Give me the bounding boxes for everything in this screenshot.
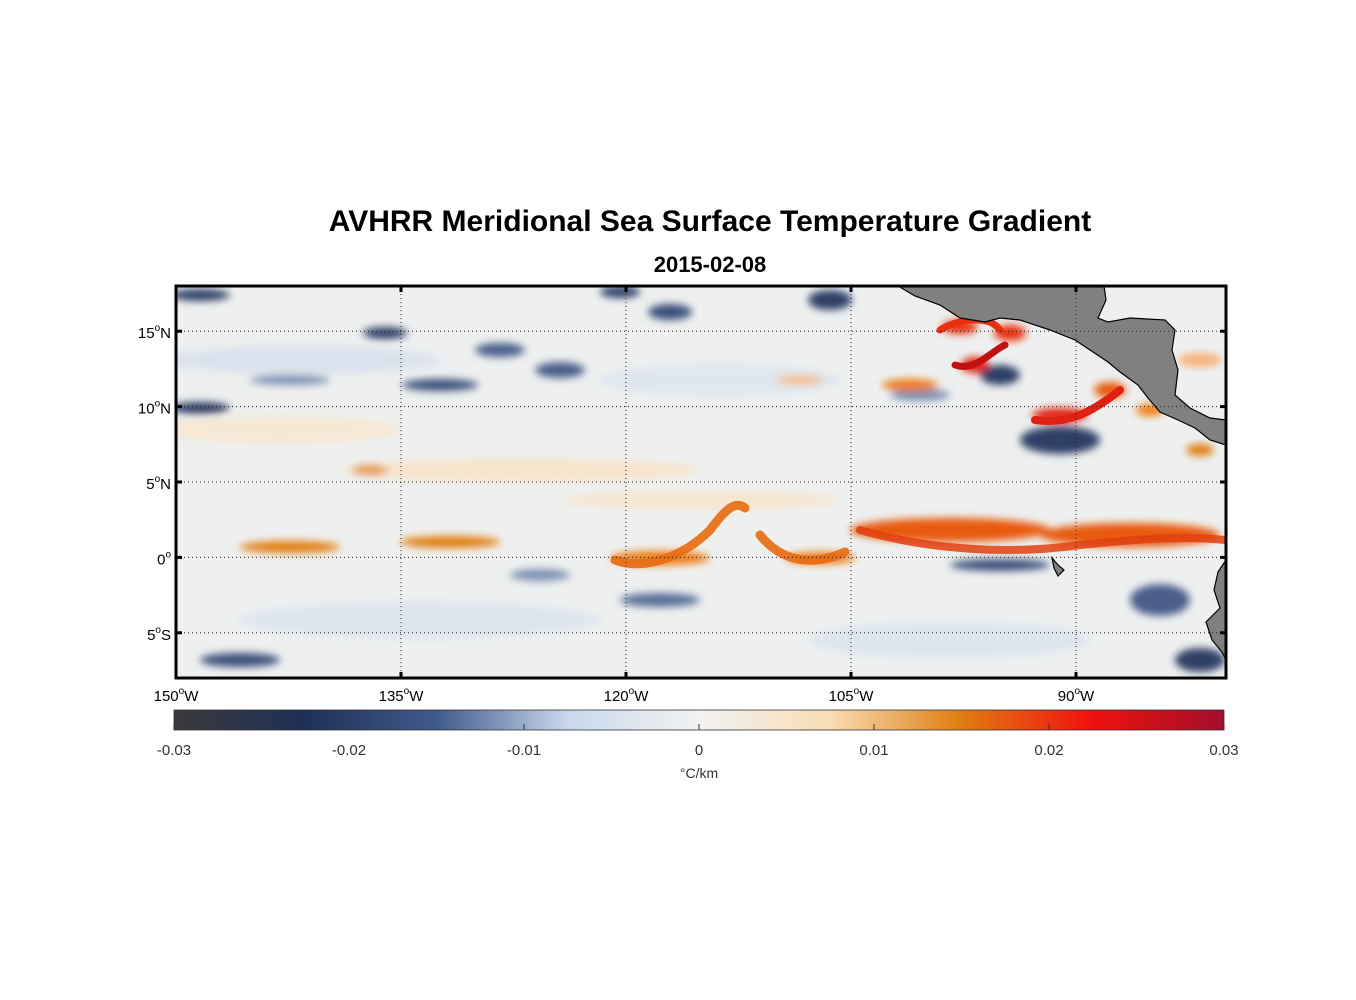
warm-feature	[240, 541, 340, 553]
warm-feature	[882, 379, 938, 391]
cold-feature	[950, 559, 1050, 571]
colorbar-tick-label: -0.03	[157, 742, 191, 759]
warm-feature	[400, 536, 500, 548]
land-central-america	[896, 286, 1226, 446]
cold-feature	[250, 375, 330, 385]
cool-patch	[240, 602, 600, 638]
cold-feature	[980, 365, 1020, 385]
cold-feature	[535, 362, 585, 378]
cool-patch	[176, 346, 440, 374]
lon-tick-label: 135oW	[379, 686, 425, 705]
land-galapagos	[1050, 555, 1065, 578]
lon-tick-label: 120oW	[604, 686, 650, 705]
cold-feature	[1130, 584, 1190, 616]
cold-feature	[890, 389, 950, 401]
cold-feature	[600, 286, 640, 298]
chart-title: AVHRR Meridional Sea Surface Temperature…	[328, 205, 1092, 238]
warm-feature	[1178, 353, 1222, 367]
colorbar-label: °C/km	[680, 765, 718, 781]
lon-tick-label: 90oW	[1058, 686, 1095, 705]
colorbar-tick-label: 0.02	[1034, 742, 1063, 759]
chart-subtitle: 2015-02-08	[653, 252, 767, 277]
gradient-field	[176, 286, 1226, 672]
colorbar-tick-label: 0.01	[859, 742, 888, 759]
colorbar-ticks: -0.03 -0.02 -0.01 0 0.01 0.02 0.03	[157, 724, 1239, 759]
lon-tick-label: 150oW	[154, 686, 200, 705]
lat-tick-label: 15oN	[138, 323, 171, 342]
lon-tick-label: 105oW	[829, 686, 875, 705]
cold-feature	[808, 290, 852, 310]
lat-tick-label: 10oN	[138, 399, 171, 418]
front-line	[610, 500, 750, 569]
warm-patch	[176, 416, 400, 444]
warm-patch	[340, 458, 700, 482]
cold-feature	[475, 343, 525, 357]
warm-patch	[560, 490, 840, 510]
gridlines	[175, 286, 1226, 678]
axis-tick-labels: 15oN 10oN 5oN 0o 5oS 150oW 135oW 120oW 105oW 90oW	[138, 323, 1095, 705]
lat-tick-label: 5oS	[147, 625, 171, 644]
cold-feature	[402, 379, 478, 391]
cold-feature	[363, 327, 407, 339]
map-frame	[174, 284, 1228, 680]
cold-feature	[1020, 426, 1100, 454]
cool-patch	[810, 622, 1090, 658]
colorbar-tick-label: 0	[695, 742, 703, 759]
cold-feature	[620, 593, 700, 607]
warm-feature	[1186, 444, 1214, 456]
field-features	[176, 286, 1225, 672]
lat-tick-label: 0o	[157, 549, 171, 568]
colorbar-tick-label: -0.01	[507, 742, 541, 759]
front-line	[951, 341, 1009, 370]
lat-tick-label: 5oN	[146, 474, 171, 493]
cold-feature	[176, 402, 230, 414]
cold-feature	[648, 304, 692, 320]
front-line	[755, 530, 850, 565]
cold-feature	[200, 653, 280, 667]
warm-feature	[776, 375, 824, 385]
cold-feature	[510, 569, 570, 581]
colorbar-tick-label: 0.03	[1209, 742, 1238, 759]
front-line	[856, 526, 1226, 554]
cold-feature	[1175, 648, 1225, 672]
warm-feature	[352, 465, 388, 475]
cold-feature	[176, 289, 230, 301]
colorbar-tick-label: -0.02	[332, 742, 366, 759]
cool-patch	[600, 364, 840, 396]
front-line	[1031, 386, 1124, 425]
